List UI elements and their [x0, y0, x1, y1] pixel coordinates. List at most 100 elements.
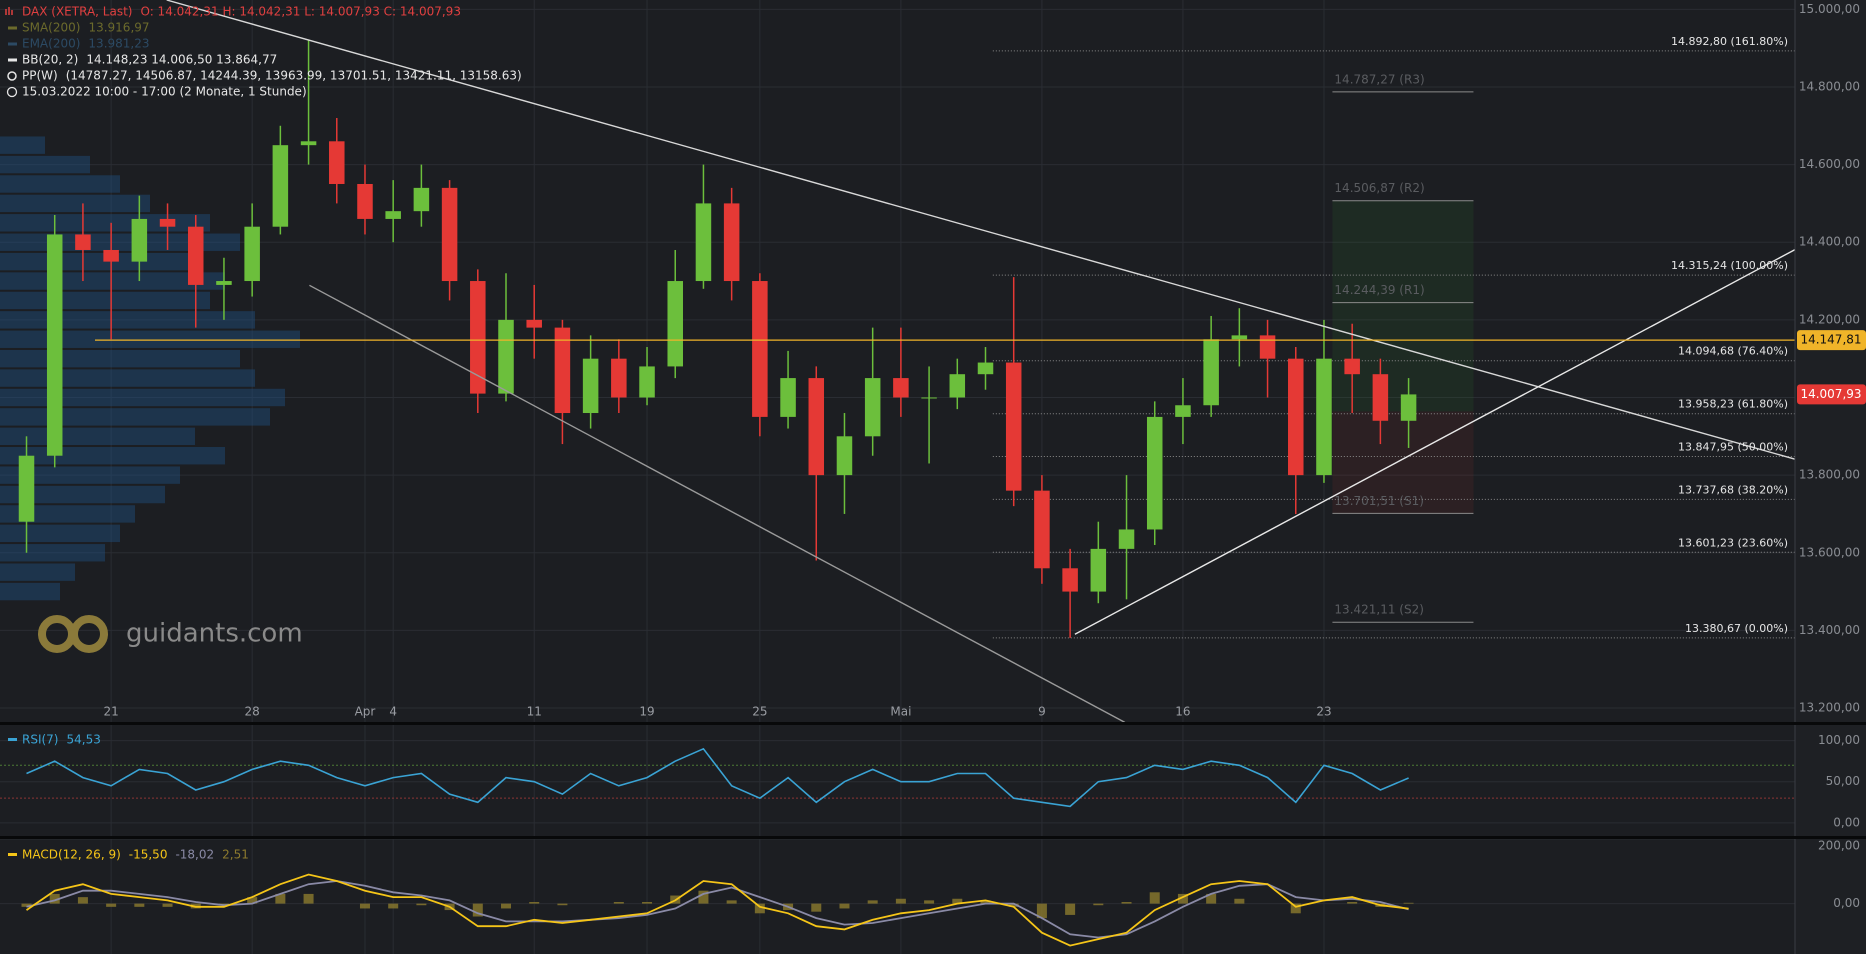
x-tick-label: 28: [245, 705, 260, 719]
candle-body: [893, 378, 909, 398]
histogram-bar: [106, 903, 117, 907]
candle-body: [526, 319, 542, 328]
pivot-zone-down: [1332, 411, 1474, 514]
fib-label: 14.094,68 (76.40%): [1678, 345, 1788, 358]
candle-body: [159, 218, 176, 227]
legend-icon: [5, 7, 13, 15]
y-tick-label: 100,00: [1818, 733, 1860, 747]
pivot-label: 13.701,51 (S1): [1334, 494, 1424, 508]
candle-body: [470, 281, 486, 394]
histogram-bar: [895, 898, 906, 904]
y-tick-label: 0,00: [1833, 896, 1860, 910]
panel-separator: [0, 722, 1866, 725]
candle-body: [441, 187, 458, 282]
candle-body: [667, 281, 683, 367]
candle-body: [385, 211, 401, 219]
indicator-line: [26, 747, 1409, 808]
legend-value: -15,50: [129, 848, 168, 862]
fib-label: 13.601,23 (23.60%): [1678, 536, 1788, 549]
histogram-bar: [1234, 898, 1245, 904]
logo-ring: [70, 615, 108, 653]
legend-name: PP(W): [22, 69, 58, 83]
volume-profile-bar: [0, 466, 180, 484]
x-tick-label: Mai: [890, 705, 911, 719]
main-layer: 14.787,27 (R3) 14.506,87 (R2) 14.244,39 (R…: [0, 0, 1796, 947]
histogram-bar: [472, 903, 483, 917]
candle-body: [1090, 548, 1107, 592]
x-tick-label: 23: [1316, 705, 1331, 719]
y-tick-label: 14.600,00: [1799, 157, 1860, 171]
indicator-line: [26, 880, 1409, 939]
candle-body: [498, 319, 514, 394]
candle-body: [244, 226, 260, 282]
histogram-bar: [247, 897, 258, 904]
legend-swatch: [8, 58, 17, 62]
legend-name: MACD(12, 26, 9): [22, 848, 121, 862]
histogram-bar: [501, 903, 512, 909]
candle-body: [1203, 339, 1219, 406]
price-label: 14.007,93: [1800, 387, 1861, 401]
candle-body: [1146, 416, 1163, 530]
y-tick-label: 14.200,00: [1799, 312, 1860, 326]
pivot-label: 13.421,11 (S2): [1334, 603, 1424, 617]
pivot-zone-up: [1332, 200, 1474, 412]
histogram-bar: [613, 901, 624, 904]
x-tick-label: 19: [639, 705, 654, 719]
legend-value: 14.148,23 14.006,50 13.864,77: [86, 53, 277, 67]
candle-body: [18, 455, 35, 522]
candle-body: [187, 226, 204, 285]
candle-body: [329, 141, 345, 184]
candle-body: [413, 187, 430, 212]
histogram-bar: [1065, 903, 1076, 915]
ohlc-label: O: 14.042,31 H: 14.042,31 L: 14.007,93 C…: [140, 5, 460, 19]
fib-label: 13.737,68 (38.20%): [1678, 483, 1788, 496]
volume-profile-bar: [0, 233, 240, 251]
histogram-bar: [952, 898, 963, 904]
histogram-bar: [388, 903, 399, 909]
volume-profile-bar: [0, 252, 195, 271]
volume-profile-bar: [0, 291, 210, 310]
histogram-bar: [924, 900, 935, 904]
volume-profile-bar: [0, 485, 165, 504]
clock-icon: [6, 86, 18, 98]
candle-body: [1259, 335, 1276, 359]
pivot-label: 14.506,87 (R2): [1334, 181, 1424, 195]
legend-value: (14787.27, 14506.87, 14244.39, 13963.99,…: [66, 69, 522, 83]
histogram-bar: [726, 900, 737, 904]
volume-profile-bar: [0, 214, 210, 232]
histogram-bar: [49, 893, 60, 904]
legend-name: SMA(200): [22, 21, 80, 35]
histogram-bar: [811, 903, 822, 912]
histogram-bar: [1093, 903, 1104, 906]
watermark-logo: guidants.com: [38, 615, 303, 653]
volume-profile-bar: [0, 408, 270, 426]
histogram-bar: [1149, 892, 1160, 904]
volume-profile-bar: [0, 155, 90, 174]
histogram-bar: [77, 897, 88, 904]
fib-label: 13.847,95 (50.00%): [1678, 441, 1788, 454]
y-tick-label: 13.400,00: [1799, 623, 1860, 637]
histogram-bar: [698, 890, 709, 904]
histogram-bar: [134, 903, 145, 907]
candle-body: [752, 281, 768, 417]
volume-profile-bar: [0, 330, 300, 348]
volume-profile-bar: [0, 563, 75, 581]
volume-profile-bar: [0, 136, 45, 154]
candle-body: [1231, 335, 1248, 340]
pivot-label: 14.787,27 (R3): [1334, 72, 1424, 86]
candle-body: [103, 249, 119, 262]
candle-body: [977, 362, 994, 375]
price-label: 14.147,81: [1800, 333, 1861, 347]
legend-name: BB(20, 2): [22, 53, 78, 67]
histogram-bar: [980, 900, 991, 904]
fib-label: 13.380,67 (0.00%): [1685, 622, 1788, 635]
legend-value: 13.916,97: [88, 21, 149, 35]
volume-profile-bar: [0, 582, 60, 601]
histogram-bar: [867, 900, 878, 904]
y-tick-label: 200,00: [1818, 839, 1860, 853]
candle-body: [1372, 374, 1389, 421]
candle-body: [1118, 529, 1135, 549]
volume-profile-bar: [0, 369, 255, 387]
x-tick-label: 16: [1175, 705, 1190, 719]
